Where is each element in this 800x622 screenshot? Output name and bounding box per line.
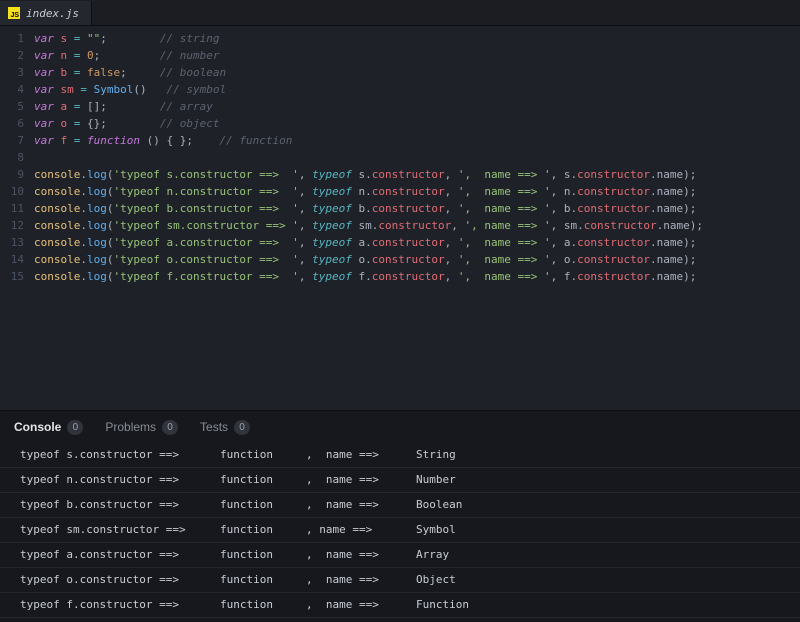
js-file-icon: JS (8, 7, 20, 19)
tab-tests[interactable]: Tests 0 (200, 420, 250, 435)
tests-badge: 0 (234, 420, 250, 435)
code-line: console.log('typeof s.constructor ==> ',… (34, 166, 800, 183)
code-line: console.log('typeof b.constructor ==> ',… (34, 200, 800, 217)
line-gutter: 123456789101112131415 (0, 30, 34, 410)
tab-problems-label: Problems (105, 420, 156, 434)
code-line: var s = ""; // string (34, 30, 800, 47)
console-row: typeof b.constructor ==> function , name… (0, 493, 800, 518)
code-area[interactable]: var s = ""; // stringvar n = 0; // numbe… (34, 30, 800, 410)
console-row: typeof f.constructor ==> function , name… (0, 593, 800, 618)
bottom-panel: Console 0 Problems 0 Tests 0 typeof s.co… (0, 410, 800, 622)
code-line: console.log('typeof f.constructor ==> ',… (34, 268, 800, 285)
console-row: typeof sm.constructor ==> function , nam… (0, 518, 800, 543)
code-line (34, 149, 800, 166)
code-line: var o = {}; // object (34, 115, 800, 132)
file-tab[interactable]: JS index.js (0, 1, 92, 25)
panel-tab-bar: Console 0 Problems 0 Tests 0 (0, 411, 800, 443)
code-editor[interactable]: 123456789101112131415 var s = ""; // str… (0, 26, 800, 410)
tab-bar: JS index.js (0, 0, 800, 26)
code-line: console.log('typeof sm.constructor ==> '… (34, 217, 800, 234)
console-badge: 0 (67, 420, 83, 435)
tab-tests-label: Tests (200, 420, 228, 434)
tab-problems[interactable]: Problems 0 (105, 420, 178, 435)
tab-console[interactable]: Console 0 (14, 420, 83, 435)
code-line: console.log('typeof n.constructor ==> ',… (34, 183, 800, 200)
console-row: typeof s.constructor ==> function , name… (0, 443, 800, 468)
console-row: typeof n.constructor ==> function , name… (0, 468, 800, 493)
code-line: console.log('typeof a.constructor ==> ',… (34, 234, 800, 251)
console-row: typeof a.constructor ==> function , name… (0, 543, 800, 568)
code-line: var a = []; // array (34, 98, 800, 115)
code-line: var n = 0; // number (34, 47, 800, 64)
console-output[interactable]: typeof s.constructor ==> function , name… (0, 443, 800, 622)
console-row: typeof o.constructor ==> function , name… (0, 568, 800, 593)
file-tab-label: index.js (26, 7, 79, 20)
code-line: var f = function () { }; // function (34, 132, 800, 149)
code-line: var sm = Symbol() // symbol (34, 81, 800, 98)
code-line: console.log('typeof o.constructor ==> ',… (34, 251, 800, 268)
code-line: var b = false; // boolean (34, 64, 800, 81)
problems-badge: 0 (162, 420, 178, 435)
tab-console-label: Console (14, 420, 61, 434)
